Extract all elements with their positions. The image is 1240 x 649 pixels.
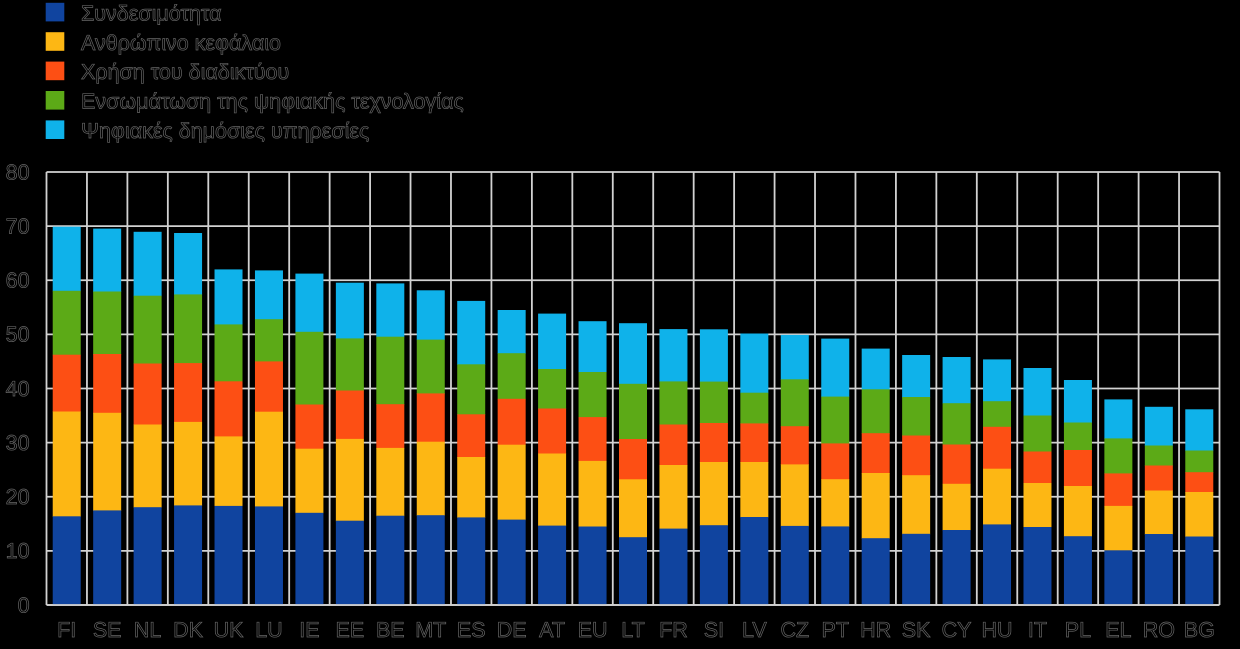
svg-text:EL: EL <box>1105 618 1131 642</box>
svg-text:HR: HR <box>860 618 891 642</box>
svg-text:PL: PL <box>1065 618 1091 642</box>
svg-text:70: 70 <box>6 214 30 238</box>
svg-text:Ανθρώπινο κεφάλαιο: Ανθρώπινο κεφάλαιο <box>81 31 281 55</box>
svg-text:SI: SI <box>704 618 724 642</box>
svg-text:DE: DE <box>497 618 527 642</box>
svg-text:MT: MT <box>415 618 446 642</box>
svg-text:UK: UK <box>214 618 245 642</box>
svg-text:PT: PT <box>821 618 848 642</box>
svg-text:Ενσωμάτωση της ψηφιακής τεχνολ: Ενσωμάτωση της ψηφιακής τεχνολογίας <box>81 90 464 114</box>
svg-text:BG: BG <box>1184 618 1215 642</box>
svg-text:HU: HU <box>981 618 1012 642</box>
svg-text:80: 80 <box>6 160 30 184</box>
svg-text:LU: LU <box>255 618 282 642</box>
svg-text:FR: FR <box>659 618 688 642</box>
svg-text:SE: SE <box>93 618 122 642</box>
svg-text:EE: EE <box>336 618 365 642</box>
svg-text:10: 10 <box>6 539 30 563</box>
svg-text:50: 50 <box>6 323 30 347</box>
svg-text:CY: CY <box>942 618 972 642</box>
svg-text:FI: FI <box>57 618 76 642</box>
svg-text:LV: LV <box>742 618 767 642</box>
svg-text:RO: RO <box>1143 618 1175 642</box>
svg-text:BE: BE <box>376 618 405 642</box>
svg-text:Συνδεσιμότητα: Συνδεσιμότητα <box>81 1 222 25</box>
svg-text:60: 60 <box>6 269 30 293</box>
svg-text:40: 40 <box>6 377 30 401</box>
svg-text:EU: EU <box>578 618 608 642</box>
svg-text:0: 0 <box>18 593 30 617</box>
svg-text:ES: ES <box>457 618 486 642</box>
svg-text:Ψηφιακές δημόσιες υπηρεσίες: Ψηφιακές δημόσιες υπηρεσίες <box>81 119 369 143</box>
svg-text:Χρήση του διαδικτύου: Χρήση του διαδικτύου <box>81 60 289 84</box>
svg-text:DK: DK <box>173 618 204 642</box>
svg-text:AT: AT <box>539 618 565 642</box>
svg-text:LT: LT <box>621 618 645 642</box>
svg-text:IT: IT <box>1028 618 1047 642</box>
svg-text:NL: NL <box>134 618 162 642</box>
svg-text:20: 20 <box>6 485 30 509</box>
svg-text:SK: SK <box>902 618 931 642</box>
svg-text:30: 30 <box>6 431 30 455</box>
svg-text:CZ: CZ <box>780 618 809 642</box>
svg-text:IE: IE <box>299 618 319 642</box>
